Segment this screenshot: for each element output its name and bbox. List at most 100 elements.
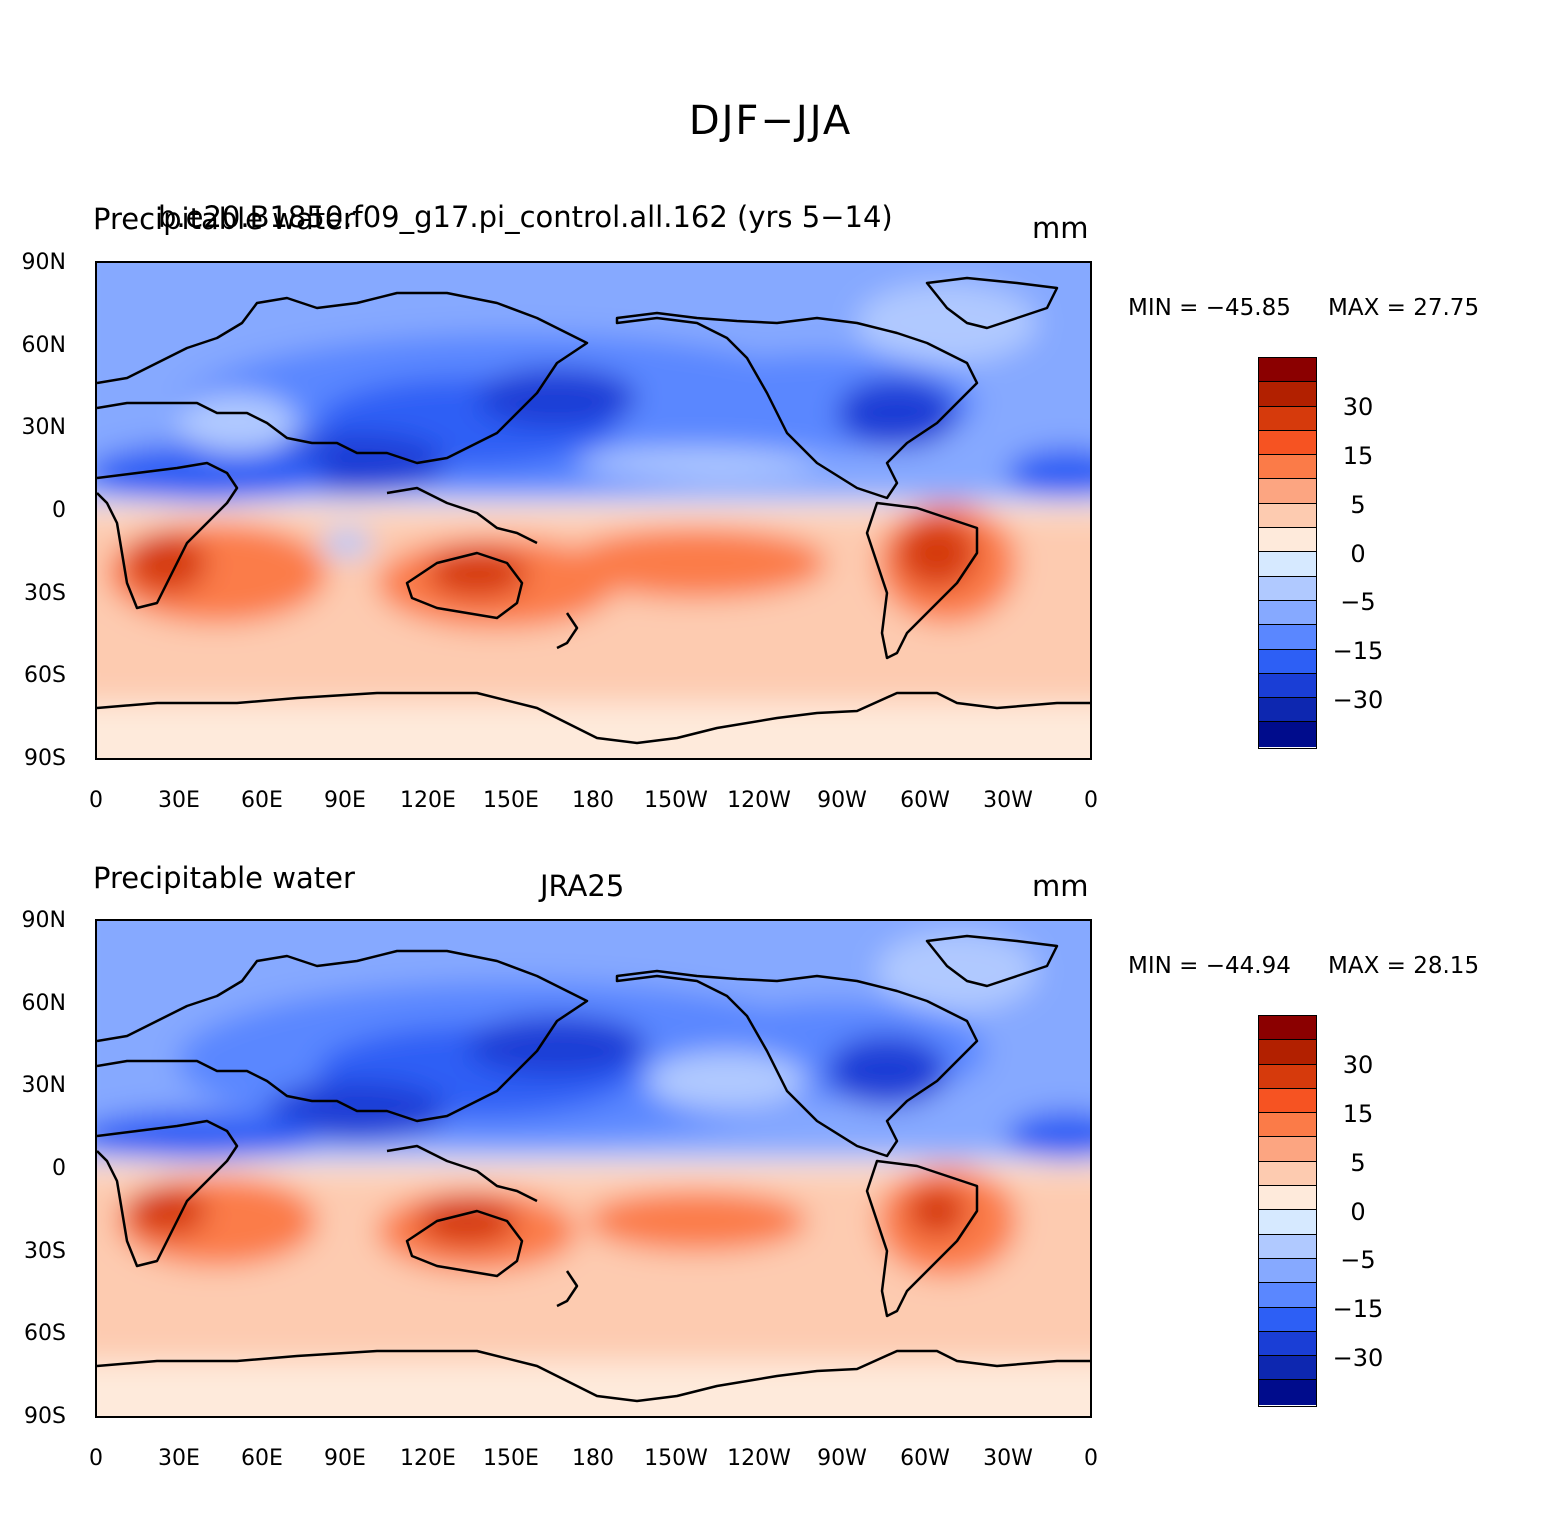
colorbar-swatch [1259, 1356, 1316, 1381]
lon-label: 0 [1084, 1446, 1098, 1471]
colorbar-swatch [1259, 479, 1316, 504]
max-label: MAX = 28.15 [1328, 953, 1480, 979]
panel-center-title: JRA25 [540, 869, 625, 903]
colorbar-label: −30 [1332, 1344, 1384, 1372]
lon-label: 90W [817, 788, 867, 813]
lat-label: 60S [24, 1321, 66, 1346]
panel-units: mm [1032, 211, 1089, 245]
colorbar-label: 0 [1350, 540, 1366, 568]
lon-label: 60W [900, 1446, 950, 1471]
colorbar-swatch [1259, 649, 1316, 674]
colorbar-swatch [1259, 358, 1316, 383]
lon-label: 180 [572, 1446, 614, 1471]
lon-label: 90W [817, 1446, 867, 1471]
lat-label: 60N [21, 991, 66, 1016]
lon-label: 120E [400, 788, 456, 813]
lon-label: 0 [89, 1446, 103, 1471]
lat-label: 30S [24, 1239, 66, 1264]
lon-label: 60E [241, 788, 283, 813]
lon-label: 30E [158, 788, 200, 813]
lat-label: 30N [21, 415, 66, 440]
lon-label: 0 [89, 788, 103, 813]
colorbar-label: −5 [1340, 588, 1376, 616]
colorbar-label: 15 [1342, 442, 1374, 470]
colorbar-swatch [1259, 1331, 1316, 1357]
lat-label: 0 [52, 1156, 66, 1181]
colorbar-swatch [1259, 382, 1316, 407]
lon-label: 90E [324, 1446, 366, 1471]
lon-label: 150W [644, 1446, 708, 1471]
colorbar-swatch [1259, 673, 1316, 699]
min-label: MIN = −45.85 [1128, 295, 1291, 321]
colorbar-swatch [1259, 1307, 1316, 1332]
lon-label: 60W [900, 788, 950, 813]
lon-label: 120E [400, 1446, 456, 1471]
colorbar-swatch [1259, 1210, 1316, 1235]
colorbar-swatch [1259, 722, 1316, 747]
lat-label: 30N [21, 1073, 66, 1098]
colorbar-label: 30 [1342, 393, 1374, 421]
colorbar-swatch [1259, 1113, 1316, 1138]
colorbar-swatch [1259, 600, 1316, 626]
colorbar-swatch [1259, 698, 1316, 723]
lat-label: 90N [21, 250, 66, 275]
map-panel-obs [95, 919, 1092, 1418]
colorbar-label: 5 [1350, 1149, 1366, 1177]
lat-label: 30S [24, 581, 66, 606]
colorbar-swatch [1259, 1234, 1316, 1259]
lon-label: 90E [324, 788, 366, 813]
lat-label: 0 [52, 498, 66, 523]
panel-left-title: Precipitable water [93, 861, 355, 895]
colorbar-swatch [1259, 528, 1316, 553]
lat-label: 90S [24, 1404, 66, 1429]
panel-left-title: Precipitable water [93, 202, 355, 236]
colorbar-label: 30 [1342, 1051, 1374, 1079]
lon-label: 0 [1084, 788, 1098, 813]
lon-label: 30E [158, 1446, 200, 1471]
colorbar-swatch [1259, 1016, 1316, 1041]
colorbar-swatch [1259, 1064, 1316, 1089]
colorbar-swatch [1259, 625, 1316, 650]
contour-map [97, 921, 1090, 1416]
contour-map [97, 263, 1090, 758]
lon-label: 120W [727, 1446, 791, 1471]
map-panel-model [95, 261, 1092, 760]
colorbar-swatch [1259, 1380, 1316, 1405]
colorbar-swatch [1259, 1283, 1316, 1308]
lon-label: 150E [483, 788, 539, 813]
colorbar-label: 0 [1350, 1198, 1366, 1226]
colorbar-label: −5 [1340, 1246, 1376, 1274]
lon-label: 120W [727, 788, 791, 813]
colorbar-label: −15 [1332, 1295, 1384, 1323]
colorbar-swatch [1259, 503, 1316, 529]
colorbar [1258, 1015, 1317, 1407]
colorbar-swatch [1259, 552, 1316, 577]
lon-label: 180 [572, 788, 614, 813]
colorbar-swatch [1259, 455, 1316, 480]
lon-label: 150E [483, 1446, 539, 1471]
min-label: MIN = −44.94 [1128, 953, 1291, 979]
colorbar-swatch [1259, 576, 1316, 601]
colorbar-swatch [1259, 1088, 1316, 1114]
panel-units: mm [1032, 869, 1089, 903]
colorbar-swatch [1259, 1258, 1316, 1284]
colorbar-label: 5 [1350, 491, 1366, 519]
lat-label: 90N [21, 908, 66, 933]
lat-label: 60S [24, 663, 66, 688]
colorbar-label: −30 [1332, 686, 1384, 714]
colorbar [1258, 357, 1317, 749]
lon-label: 30W [983, 788, 1033, 813]
colorbar-swatch [1259, 1186, 1316, 1211]
colorbar-swatch [1259, 1161, 1316, 1187]
max-label: MAX = 27.75 [1328, 295, 1480, 321]
lon-label: 150W [644, 788, 708, 813]
colorbar-label: 15 [1342, 1100, 1374, 1128]
lon-label: 30W [983, 1446, 1033, 1471]
colorbar-swatch [1259, 1040, 1316, 1065]
colorbar-swatch [1259, 406, 1316, 431]
lat-label: 90S [24, 746, 66, 771]
lat-label: 60N [21, 333, 66, 358]
panel-center-title: b.e20.B1850.f09_g17.pi_control.all.162 (… [158, 200, 893, 234]
colorbar-swatch [1259, 430, 1316, 456]
lon-label: 60E [241, 1446, 283, 1471]
